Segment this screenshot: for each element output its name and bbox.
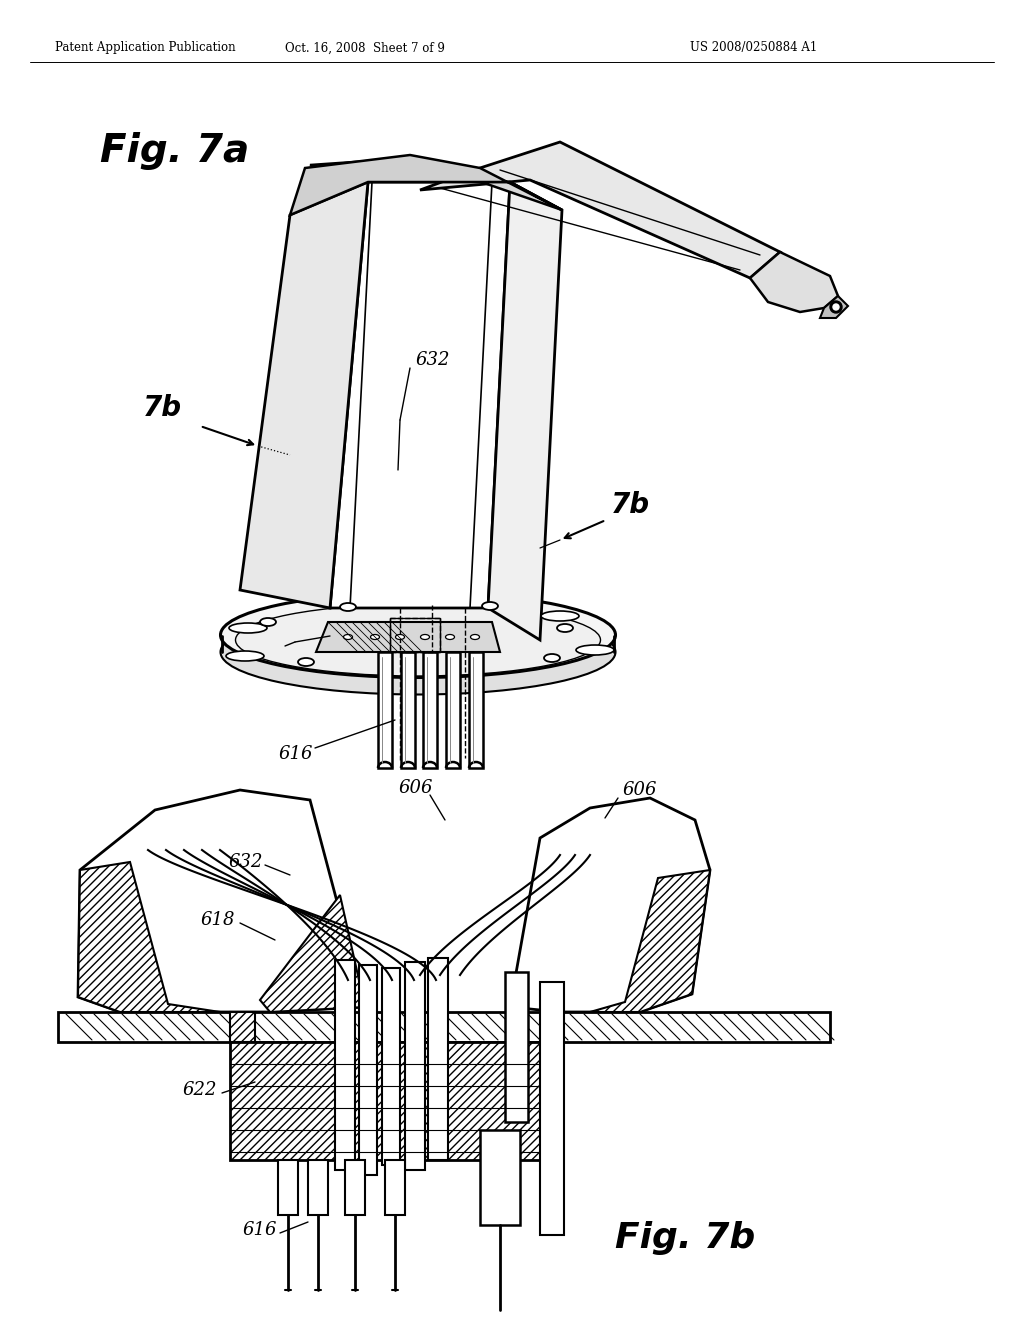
- Ellipse shape: [445, 635, 455, 639]
- Polygon shape: [820, 296, 848, 318]
- Text: 616: 616: [278, 744, 312, 763]
- Polygon shape: [335, 960, 355, 1170]
- Polygon shape: [510, 799, 710, 1012]
- Text: 606: 606: [622, 781, 656, 799]
- Polygon shape: [308, 1160, 328, 1214]
- Polygon shape: [406, 962, 425, 1170]
- Text: 606: 606: [398, 779, 432, 797]
- Polygon shape: [78, 789, 365, 1012]
- Polygon shape: [230, 1041, 545, 1160]
- Text: Oct. 16, 2008  Sheet 7 of 9: Oct. 16, 2008 Sheet 7 of 9: [285, 41, 445, 54]
- Polygon shape: [278, 1160, 298, 1214]
- Polygon shape: [750, 252, 838, 312]
- Polygon shape: [230, 1012, 255, 1041]
- Polygon shape: [378, 652, 392, 768]
- Text: 632: 632: [415, 351, 450, 370]
- Ellipse shape: [260, 618, 276, 626]
- Polygon shape: [385, 1160, 406, 1214]
- Polygon shape: [382, 968, 400, 1166]
- Text: 622: 622: [182, 1081, 216, 1100]
- Text: US 2008/0250884 A1: US 2008/0250884 A1: [690, 41, 817, 54]
- Text: 7b: 7b: [610, 491, 649, 519]
- Ellipse shape: [482, 602, 498, 610]
- Polygon shape: [345, 1160, 365, 1214]
- Ellipse shape: [421, 635, 429, 639]
- Polygon shape: [58, 1012, 830, 1041]
- Ellipse shape: [343, 635, 352, 639]
- Ellipse shape: [229, 623, 267, 634]
- Ellipse shape: [226, 651, 264, 661]
- Text: 7b: 7b: [142, 393, 181, 422]
- Polygon shape: [290, 154, 562, 215]
- Polygon shape: [540, 982, 564, 1236]
- Ellipse shape: [298, 657, 314, 667]
- Polygon shape: [260, 895, 365, 1012]
- Ellipse shape: [236, 605, 600, 676]
- Ellipse shape: [340, 603, 356, 611]
- Ellipse shape: [541, 611, 579, 620]
- Ellipse shape: [575, 645, 614, 655]
- Polygon shape: [359, 965, 377, 1175]
- Ellipse shape: [220, 593, 615, 677]
- Polygon shape: [401, 652, 415, 768]
- Ellipse shape: [220, 610, 615, 694]
- Text: Fig. 7b: Fig. 7b: [615, 1221, 756, 1255]
- Text: 616: 616: [242, 1221, 276, 1239]
- Text: Patent Application Publication: Patent Application Publication: [55, 41, 236, 54]
- Text: Fig. 7a: Fig. 7a: [100, 132, 249, 170]
- Ellipse shape: [557, 624, 573, 632]
- Ellipse shape: [544, 653, 560, 663]
- Ellipse shape: [371, 635, 380, 639]
- Polygon shape: [590, 870, 710, 1012]
- Circle shape: [830, 301, 842, 313]
- Polygon shape: [420, 143, 780, 279]
- Polygon shape: [78, 862, 220, 1012]
- Polygon shape: [469, 652, 483, 768]
- Polygon shape: [240, 182, 368, 609]
- Polygon shape: [488, 182, 562, 640]
- Polygon shape: [480, 1130, 520, 1225]
- Circle shape: [833, 304, 839, 310]
- Text: 618: 618: [200, 911, 234, 929]
- Polygon shape: [423, 652, 437, 768]
- Polygon shape: [330, 182, 510, 609]
- Text: 632: 632: [228, 853, 262, 871]
- Polygon shape: [505, 972, 528, 1122]
- Ellipse shape: [395, 635, 404, 639]
- Polygon shape: [446, 652, 460, 768]
- Polygon shape: [310, 158, 562, 210]
- Ellipse shape: [470, 635, 479, 639]
- Polygon shape: [428, 958, 449, 1160]
- Polygon shape: [316, 622, 500, 652]
